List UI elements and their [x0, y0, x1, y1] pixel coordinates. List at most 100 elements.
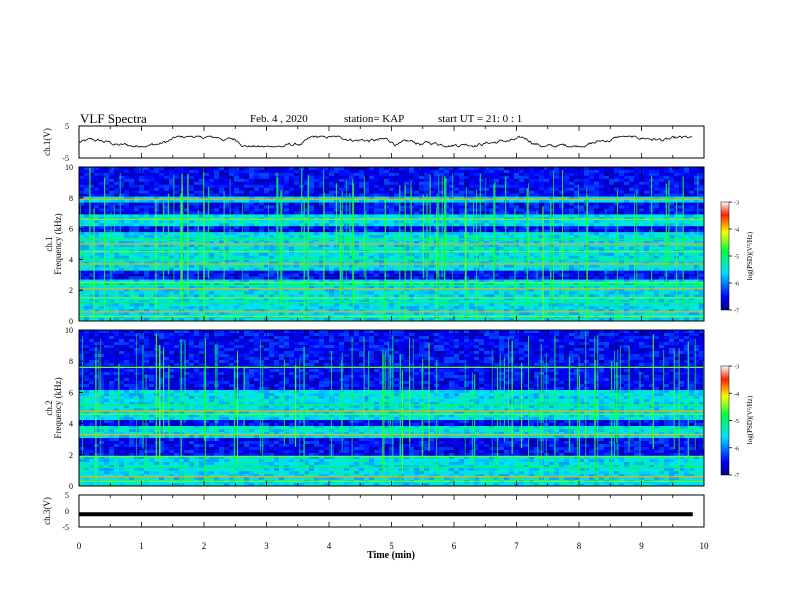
spectrogram-cell [254, 229, 260, 233]
spectrogram-cell [369, 202, 375, 206]
spectrogram-cell [379, 273, 385, 277]
spectrogram-cell [694, 196, 700, 200]
spectrogram-cell [94, 178, 100, 183]
spectrogram-cell [659, 223, 665, 227]
spectrogram-cell [189, 276, 195, 280]
spectrogram-cell [134, 178, 140, 183]
spectrogram-cell [519, 279, 525, 283]
spectrogram-cell [644, 235, 650, 239]
spectrogram-cell [684, 167, 690, 171]
spectrogram-cell [659, 252, 665, 257]
spectrogram-cell [129, 169, 135, 174]
spectrogram-cell [149, 220, 155, 224]
spectrogram-cell [519, 252, 525, 257]
spectrogram-cell [569, 196, 575, 200]
spectrogram-cell [634, 181, 640, 186]
spectrogram-cell [144, 246, 150, 251]
spectrogram-cell [544, 258, 550, 263]
spectrogram-cell [204, 214, 210, 218]
spectrogram-cell [164, 169, 170, 174]
spectrogram-cell [409, 172, 415, 177]
spectrogram-cell [509, 208, 515, 212]
ch1-waveform-panel: 5 -5 ch.1(V) [42, 122, 705, 163]
spectrogram-cell [414, 276, 420, 280]
spectrogram-cell [329, 169, 335, 174]
spectrogram-cell [299, 244, 305, 248]
spectrogram-cell [319, 252, 325, 257]
spectrogram-cell [189, 181, 195, 186]
spectrogram-cell [454, 205, 460, 209]
spectrogram-cell [189, 229, 195, 233]
spectrogram-cell [679, 190, 685, 194]
spectrogram-cell [679, 232, 685, 236]
spectrogram-cell [204, 167, 210, 171]
spectrogram-cell [89, 193, 95, 197]
spectrogram-cell [259, 167, 265, 171]
spectrogram-cell [384, 184, 390, 189]
spectrogram-cell [574, 184, 580, 189]
spectrogram-cell [599, 255, 605, 260]
spectrogram-cell [589, 232, 595, 236]
spectrogram-cell [199, 172, 205, 177]
spectrogram-cell [439, 273, 445, 277]
spectrogram-cell [209, 223, 215, 227]
spectrogram-cell [459, 167, 465, 171]
spectrogram-cell [469, 279, 475, 283]
spectrogram-cell [459, 172, 465, 177]
spectrogram-cell [604, 282, 610, 286]
spectrogram-cell [604, 202, 610, 206]
spectrogram-cell [84, 270, 90, 274]
spectrogram-cell [649, 172, 655, 177]
spectrogram-cell [354, 175, 360, 180]
spectrogram-cell [339, 229, 345, 233]
spectrogram-cell [129, 258, 135, 263]
spectrogram-cell [294, 178, 300, 183]
spectrogram-cell [389, 258, 395, 263]
spectrogram-cell [349, 199, 355, 203]
spectrogram-cell [499, 241, 505, 245]
spectrogram-cell [354, 205, 360, 209]
spectrogram-cell [429, 273, 435, 277]
spectrogram-cell [679, 223, 685, 227]
spectrogram-cell [614, 181, 620, 186]
spectrogram-cell [124, 244, 130, 248]
spectrogram-cell [174, 187, 180, 191]
spectrogram-cell [164, 279, 170, 283]
spectrogram-cell [89, 264, 95, 268]
spectrogram-cell [219, 232, 225, 236]
spectrogram-cell [679, 241, 685, 245]
spectrogram-cell [189, 267, 195, 271]
spectrogram-cell [394, 199, 400, 203]
spectrogram-cell [469, 235, 475, 239]
spectrogram-cell [569, 241, 575, 245]
spectrogram-cell [144, 190, 150, 194]
spectrogram-cell [579, 264, 585, 268]
spectrogram-cell [459, 220, 465, 224]
spectrogram-cell [499, 279, 505, 283]
spectrogram-cell [139, 208, 145, 212]
spectrogram-cell [499, 229, 505, 233]
spectrogram-cell [444, 264, 450, 268]
spectrogram-cell [99, 211, 105, 215]
spectrogram-cell [559, 226, 565, 230]
spectrogram-cell [469, 208, 475, 212]
spectrogram-cell [304, 178, 310, 183]
spectrogram-cell [154, 184, 160, 189]
spectrogram-cell [699, 181, 705, 186]
spectrogram-cell [659, 196, 665, 200]
spectrogram-cell [89, 169, 95, 174]
spectrogram-cell [579, 270, 585, 274]
spectrogram-cell [339, 252, 345, 257]
spectrogram-cell [679, 267, 685, 271]
spectrogram-cell [599, 181, 605, 186]
spectrogram-cell [494, 279, 500, 283]
spectrogram-cell [659, 220, 665, 224]
spectrogram-cell [694, 172, 700, 177]
spectrogram-cell [329, 270, 335, 274]
spectrogram-cell [449, 220, 455, 224]
spectrogram-cell [644, 169, 650, 174]
spectrogram-cell [99, 208, 105, 212]
spectrogram-cell [529, 226, 535, 230]
spectrogram-cell [439, 202, 445, 206]
spectrogram-cell [314, 220, 320, 224]
